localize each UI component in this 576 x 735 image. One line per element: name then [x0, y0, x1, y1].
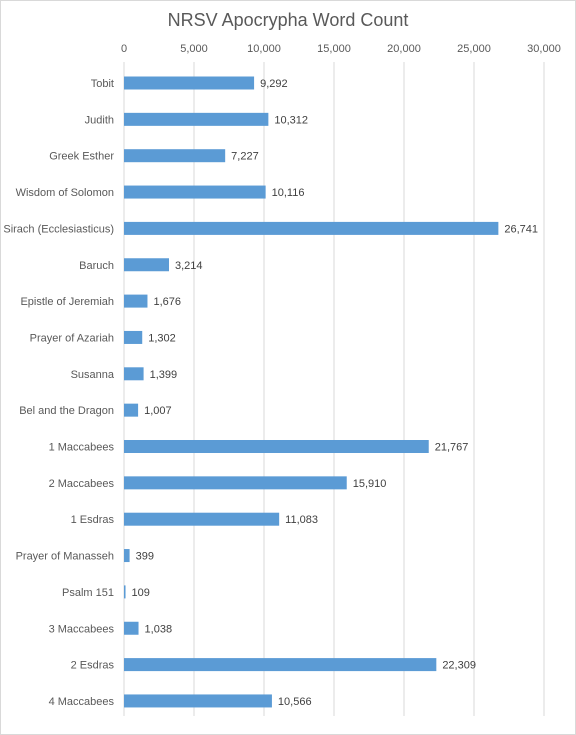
data-label: 11,083: [285, 514, 318, 526]
bar: [124, 440, 429, 453]
category-label: Prayer of Manasseh: [16, 551, 114, 563]
category-label: Wisdom of Solomon: [16, 187, 114, 199]
bars: [124, 76, 499, 708]
bar: [124, 476, 347, 490]
x-tick-label: 20,000: [387, 43, 421, 55]
bar: [124, 258, 169, 272]
category-label: 4 Maccabees: [49, 696, 115, 708]
x-tick-label: 25,000: [457, 43, 491, 55]
data-label: 7,227: [231, 151, 259, 163]
bar: [124, 585, 126, 599]
data-label: 399: [136, 551, 154, 563]
bar: [124, 549, 130, 563]
x-tick-label: 15,000: [317, 43, 351, 55]
data-label: 15,910: [353, 478, 387, 490]
x-tick-label: 30,000: [527, 43, 561, 55]
data-label: 109: [132, 587, 150, 599]
x-tick-label: 10,000: [247, 43, 281, 55]
data-label: 26,741: [504, 223, 538, 235]
bar: [124, 221, 499, 235]
bar: [124, 694, 272, 708]
category-label: Bel and the Dragon: [19, 405, 114, 417]
data-label: 1,038: [145, 623, 173, 635]
bar: [124, 403, 139, 417]
data-label: 10,312: [274, 114, 308, 126]
gridlines: [123, 62, 545, 716]
bar: [124, 149, 226, 163]
bar: [124, 512, 280, 526]
bar: [124, 658, 437, 672]
bar: [124, 294, 148, 308]
data-label: 22,309: [442, 660, 476, 672]
data-label: 10,116: [272, 187, 305, 199]
bar: [124, 185, 266, 199]
category-label: Epistle of Jeremiah: [20, 296, 114, 308]
category-label: Susanna: [71, 369, 115, 381]
data-labels: 9,292 10,312 7,227 10,116 26,741 3,214 1,676 1,…: [132, 78, 539, 708]
data-label: 1,007: [144, 405, 172, 417]
category-labels: Tobit Judith Greek Esther Wisdom of Solomon…: [3, 78, 115, 708]
x-tick-label: 0: [121, 43, 127, 55]
bar: [124, 76, 255, 90]
data-label: 3,214: [175, 260, 203, 272]
data-label: 1,676: [153, 296, 181, 308]
bar: [124, 367, 144, 381]
category-label: 2 Maccabees: [49, 478, 115, 490]
category-label: Prayer of Azariah: [30, 332, 114, 344]
category-label: Judith: [85, 114, 114, 126]
x-axis-ticks: 0 5,000 10,000 15,000 20,000 25,000 30,000: [121, 43, 561, 55]
category-label: Psalm 151: [62, 587, 114, 599]
category-label: Baruch: [79, 260, 114, 272]
x-tick-label: 5,000: [180, 43, 208, 55]
category-label: 3 Maccabees: [49, 623, 115, 635]
data-label: 9,292: [260, 78, 288, 90]
data-label: 1,399: [150, 369, 178, 381]
bar: [124, 330, 143, 344]
category-label: 2 Esdras: [71, 660, 115, 672]
bar: [124, 621, 139, 635]
chart-title: NRSV Apocrypha Word Count: [167, 10, 409, 30]
category-label: Tobit: [91, 78, 114, 90]
category-label: 1 Esdras: [71, 514, 115, 526]
data-label: 10,566: [278, 696, 312, 708]
bar: [124, 112, 269, 126]
category-label: 1 Maccabees: [49, 442, 115, 454]
category-label: Sirach (Ecclesiasticus): [3, 223, 114, 235]
data-label: 21,767: [435, 442, 469, 454]
data-label: 1,302: [148, 332, 176, 344]
category-label: Greek Esther: [49, 151, 114, 163]
